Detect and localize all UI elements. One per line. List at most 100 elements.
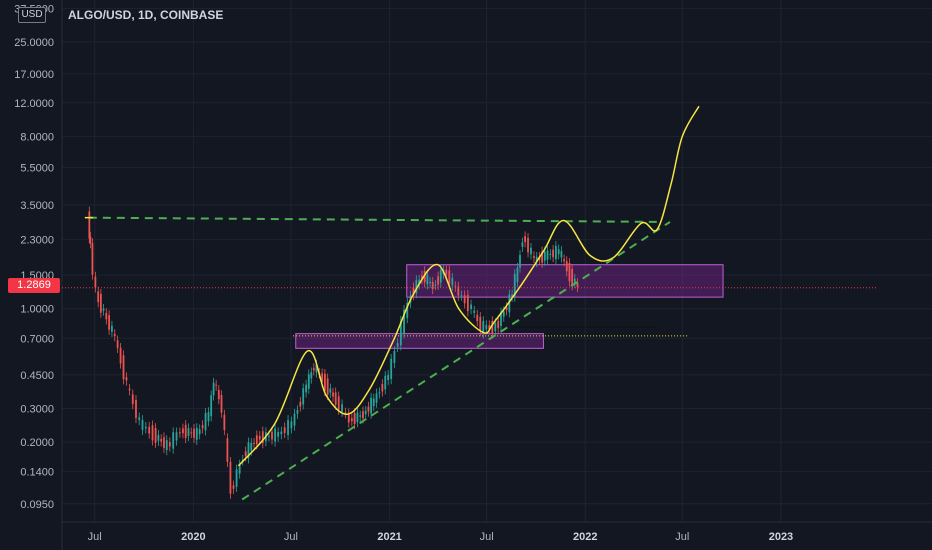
candle-body <box>241 459 244 461</box>
candle-body <box>546 250 549 260</box>
candle-body <box>511 294 513 297</box>
y-tick-label: 12.0000 <box>14 98 54 110</box>
supply-demand-zone <box>406 264 724 298</box>
candle-body <box>116 340 119 348</box>
candle-body <box>212 382 215 396</box>
x-tick-label: Jul <box>675 531 689 543</box>
candle-body <box>375 393 378 403</box>
candle-body <box>439 269 442 283</box>
candle-body <box>250 442 253 451</box>
candle-body <box>105 312 108 320</box>
candle-body <box>406 302 409 319</box>
candle-body <box>381 384 384 392</box>
candle-body <box>125 377 128 381</box>
candle-body <box>488 325 491 330</box>
candle-body <box>448 270 451 284</box>
candle-body <box>204 412 207 431</box>
candle-body <box>268 435 270 437</box>
candle-body <box>135 399 137 418</box>
candle-body <box>571 268 574 286</box>
candle-body <box>302 388 305 405</box>
candle-body <box>390 358 393 380</box>
candle-body <box>350 418 353 422</box>
candle-body <box>454 286 457 288</box>
candle-body <box>178 432 181 434</box>
candle-body <box>332 392 334 397</box>
candle-body <box>253 442 255 444</box>
candle-body <box>163 437 165 449</box>
candle-body <box>99 293 102 313</box>
currency-label[interactable]: USD <box>18 7 46 23</box>
x-tick-label: Jul <box>480 531 494 543</box>
candle-body <box>310 372 313 379</box>
candle-body <box>429 281 431 284</box>
candle-body <box>516 267 519 283</box>
candle-body <box>122 355 125 380</box>
candle-body <box>502 311 505 317</box>
candle-body <box>324 373 326 391</box>
candle-body <box>524 236 526 243</box>
y-tick-label: 0.0950 <box>20 499 54 511</box>
candle-body <box>201 425 204 429</box>
y-tick-label: 5.5000 <box>20 162 54 174</box>
candle-body <box>372 398 375 407</box>
candle-body <box>207 412 210 422</box>
candle-body <box>258 435 261 440</box>
candle-body <box>210 395 213 417</box>
candle-body <box>102 308 105 311</box>
candle-body <box>247 442 250 459</box>
x-tick-label: 2023 <box>769 531 793 543</box>
candle-body <box>573 278 576 284</box>
candle-body <box>470 304 472 310</box>
candle-body <box>172 432 175 449</box>
candle-body <box>535 256 538 263</box>
candle-body <box>476 314 479 322</box>
candle-body <box>334 392 337 405</box>
candle-body <box>148 426 151 434</box>
candle-body <box>229 461 232 494</box>
y-tick-label: 25.0000 <box>14 37 54 49</box>
candle-body <box>290 421 293 429</box>
candle-body <box>482 320 485 334</box>
candle-body <box>463 295 466 304</box>
chart-title: ALGO/USD, 1D, COINBASE <box>68 8 224 22</box>
y-tick-label: 17.0000 <box>14 69 54 81</box>
candle-body <box>277 432 280 437</box>
candle-body <box>494 323 497 332</box>
candle-body <box>138 417 141 421</box>
candle-body <box>521 242 524 247</box>
candle-body <box>128 388 131 391</box>
candle-body <box>399 320 402 346</box>
candle-body <box>175 432 178 441</box>
candle-body <box>312 368 315 371</box>
candle-body <box>235 469 238 487</box>
candle-body <box>479 316 482 332</box>
candle-body <box>280 431 283 435</box>
y-tick-label: 0.4500 <box>20 370 54 382</box>
candle-body <box>344 412 347 414</box>
candle-body <box>195 427 198 440</box>
candle-body <box>370 397 372 414</box>
candle-body <box>412 287 415 296</box>
candle-body <box>457 286 460 296</box>
candle-body <box>274 428 276 442</box>
x-tick-label: Jul <box>284 531 298 543</box>
candle-body <box>97 291 100 303</box>
candle-body <box>193 428 195 438</box>
candle-body <box>337 396 340 410</box>
candle-body <box>299 401 302 407</box>
candle-body <box>238 464 241 474</box>
candle-body <box>415 280 418 294</box>
candle-body <box>347 413 350 423</box>
candle-body <box>160 439 163 442</box>
candle-body <box>466 294 469 312</box>
candle-body <box>232 485 235 489</box>
candle-body <box>244 451 247 457</box>
candle-body <box>184 424 187 438</box>
candle-body <box>533 256 535 258</box>
candle-body <box>151 425 154 441</box>
y-tick-label: 0.1400 <box>20 467 54 479</box>
candle-body <box>552 249 555 258</box>
